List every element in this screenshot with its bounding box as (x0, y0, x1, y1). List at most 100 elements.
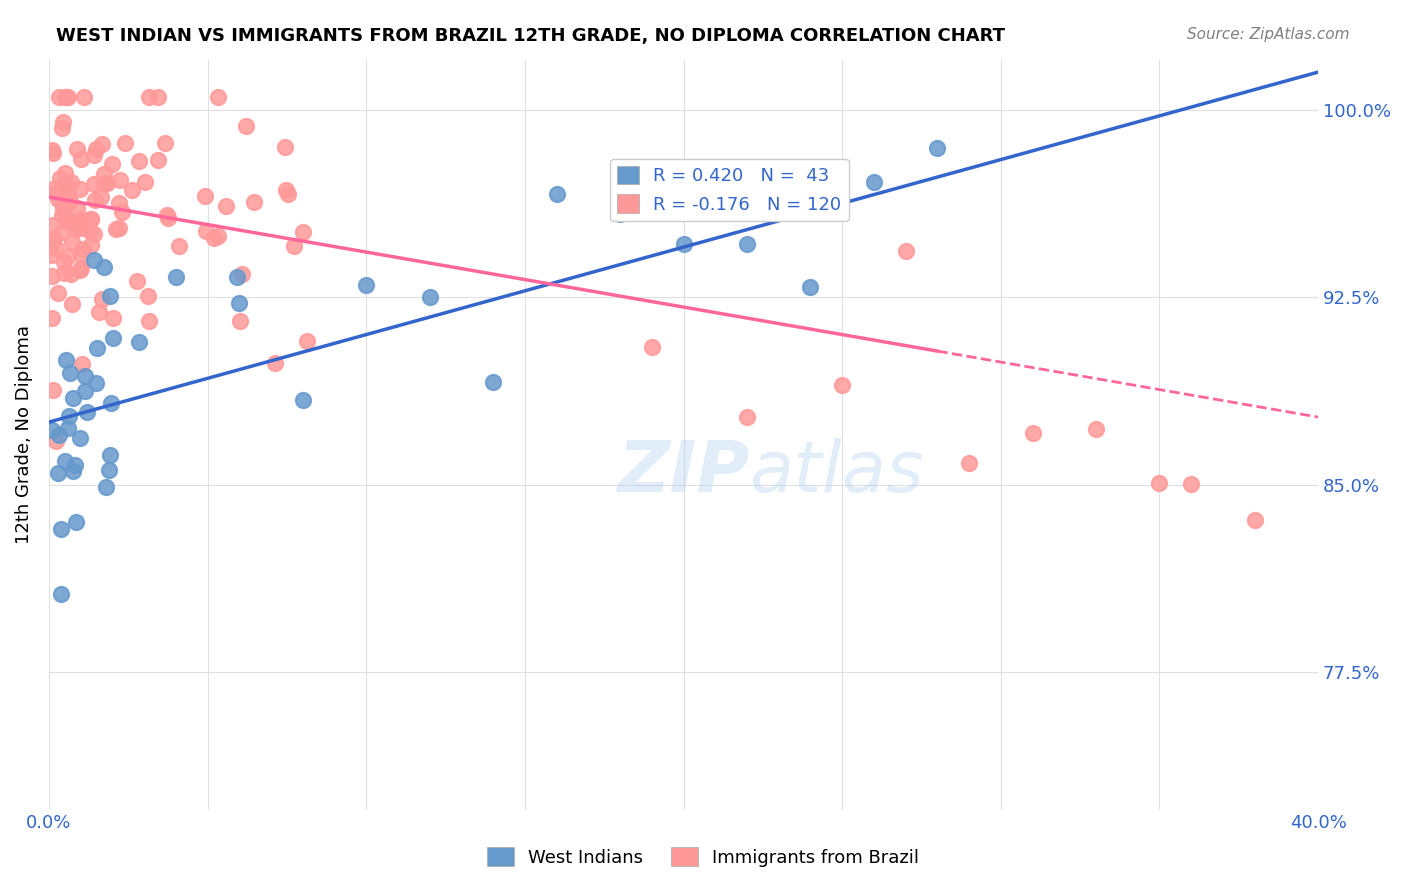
Point (51, 522, 73, 536)
Point (155, 208, 177, 222)
Point (215, 199, 238, 213)
Point (80, 238, 103, 252)
Point (138, 314, 160, 328)
Point (69, 152, 91, 166)
Point (48, 90, 70, 104)
Point (65, 516, 87, 530)
Point (51, 225, 73, 239)
Point (169, 239, 191, 253)
Point (79, 212, 101, 227)
Point (69, 431, 91, 445)
Point (291, 393, 314, 408)
Point (90, 190, 112, 204)
Point (264, 356, 287, 370)
Point (93, 260, 115, 274)
Point (84, 142, 107, 156)
Point (59, 267, 82, 281)
Point (52, 115, 75, 129)
Point (1149, 476, 1171, 491)
Point (70, 260, 93, 275)
Point (41, 248, 63, 262)
Point (105, 222, 128, 236)
Point (100, 396, 122, 410)
Point (100, 157, 122, 171)
Point (41, 310, 63, 325)
Point (60, 175, 83, 189)
Point (108, 196, 131, 211)
Point (70, 357, 93, 371)
Point (41, 269, 63, 284)
Point (51, 208, 73, 222)
Point (51, 120, 73, 135)
Point (45, 186, 67, 201)
Point (157, 211, 180, 226)
Point (90, 136, 112, 151)
Point (148, 90, 170, 104)
Point (56, 90, 79, 104)
Text: atlas: atlas (748, 438, 924, 507)
Point (226, 269, 249, 284)
Point (110, 173, 132, 187)
Point (66, 142, 89, 156)
Point (103, 311, 125, 326)
Point (86, 341, 108, 355)
Point (121, 183, 143, 197)
Point (146, 153, 169, 168)
Point (235, 119, 257, 133)
Point (48, 428, 70, 442)
Point (957, 456, 980, 470)
Point (49, 171, 72, 186)
Point (55, 90, 77, 104)
Point (42, 146, 65, 161)
Point (194, 224, 217, 238)
Point (79, 224, 101, 238)
Point (72, 242, 94, 256)
Point (42, 383, 65, 397)
Point (55, 213, 77, 227)
Point (228, 295, 250, 310)
Point (207, 90, 229, 104)
Point (229, 314, 252, 328)
Point (52, 202, 75, 216)
Text: ZIP: ZIP (617, 438, 749, 507)
Point (79, 211, 101, 226)
Point (83, 177, 105, 191)
Point (83, 253, 105, 268)
Point (927, 141, 949, 155)
Point (291, 226, 314, 240)
Point (128, 154, 150, 169)
Point (101, 331, 124, 345)
Point (69, 221, 91, 235)
Point (52, 255, 75, 269)
Text: WEST INDIAN VS IMMIGRANTS FROM BRAZIL 12TH GRADE, NO DIPLOMA CORRELATION CHART: WEST INDIAN VS IMMIGRANTS FROM BRAZIL 12… (56, 27, 1005, 45)
Point (207, 228, 229, 243)
Point (735, 237, 758, 252)
Point (58, 186, 80, 201)
Point (70, 212, 93, 227)
Point (83, 227, 105, 242)
Point (276, 187, 298, 202)
Point (165, 270, 187, 285)
Point (863, 175, 886, 189)
Point (86, 376, 108, 391)
Point (546, 186, 568, 201)
Point (127, 274, 149, 288)
Point (138, 90, 160, 104)
Point (98, 289, 121, 303)
Point (87, 305, 110, 319)
Point (1085, 421, 1108, 435)
Point (62, 463, 84, 477)
Point (70, 247, 93, 261)
Point (482, 376, 505, 390)
Point (98, 448, 121, 462)
Point (53, 454, 76, 468)
Point (65, 221, 87, 235)
Point (672, 237, 695, 252)
Point (56, 178, 79, 193)
Point (98, 463, 121, 477)
Point (128, 334, 150, 349)
Point (91, 292, 114, 306)
Point (58, 409, 80, 424)
Point (274, 139, 297, 153)
Point (60, 297, 83, 311)
